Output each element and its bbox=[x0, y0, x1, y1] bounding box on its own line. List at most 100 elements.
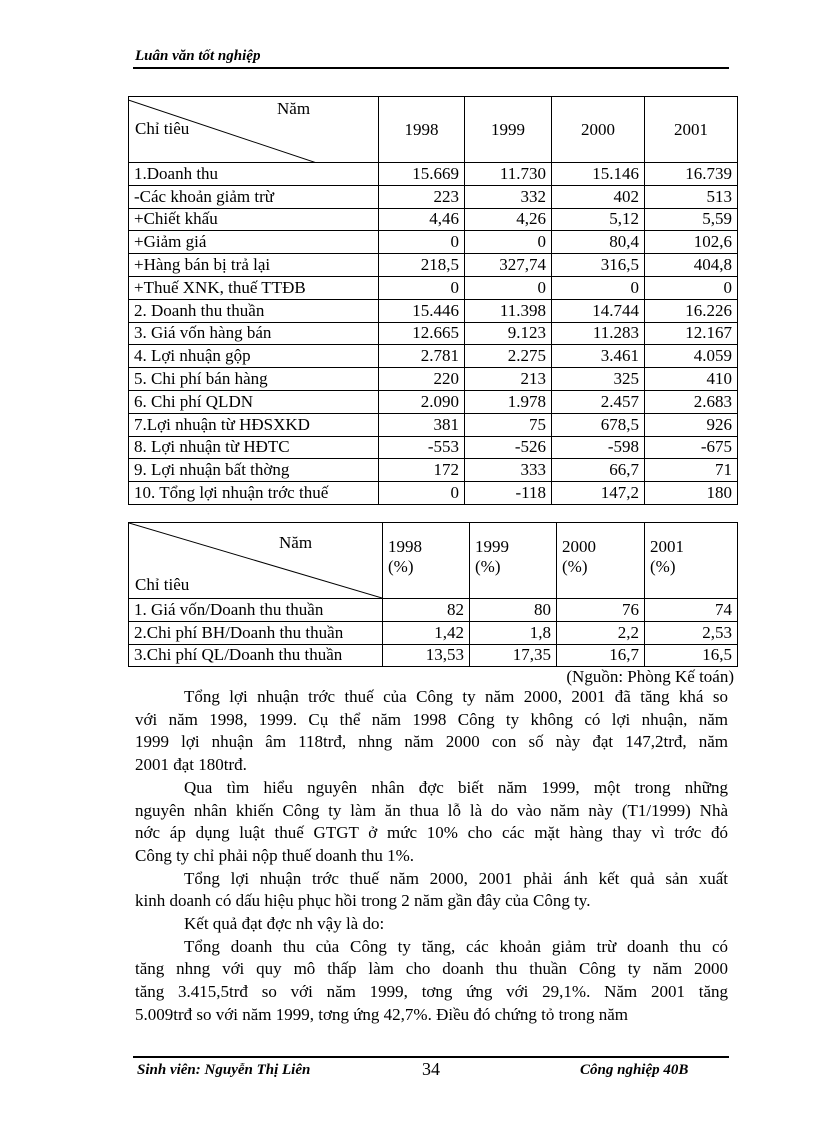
diagonal-line bbox=[129, 523, 382, 598]
cell-value: 220 bbox=[378, 367, 465, 391]
cell-value: 5,12 bbox=[551, 207, 645, 232]
table-row: 1.Doanh thu 15.669 11.730 15.146 16.739 bbox=[128, 162, 738, 186]
cell-value: 4,26 bbox=[464, 207, 552, 232]
cell-value: 172 bbox=[378, 458, 465, 483]
cell-value: 316,5 bbox=[551, 253, 645, 277]
table-row: 3. Giá vốn hàng bán 12.665 9.123 11.283 12.1… bbox=[128, 321, 738, 346]
footer-class: Công nghiệp 40B bbox=[580, 1062, 689, 1078]
cell-value: 3.461 bbox=[551, 344, 645, 369]
paragraph-line: tăng nhng với quy mô thấp làm cho doanh … bbox=[135, 959, 728, 979]
cell-value: -118 bbox=[464, 481, 552, 505]
corner-cell: Năm Chỉ tiêu bbox=[128, 96, 379, 163]
cell-value: 0 bbox=[464, 275, 552, 300]
cell-value: 0 bbox=[378, 230, 465, 255]
table-row: -Các khoản giảm trừ 223 332 402 513 bbox=[128, 184, 738, 209]
row-label: 6. Chi phí QLDN bbox=[128, 389, 379, 414]
cell-value: 678,5 bbox=[551, 412, 645, 437]
paragraph-line: Qua tìm hiểu nguyên nhân đợc biết năm 19… bbox=[184, 777, 728, 797]
table-row: 1. Giá vốn/Doanh thu thuần 82 80 76 74 bbox=[128, 598, 738, 622]
cell-value: 410 bbox=[644, 367, 738, 391]
cell-value: -553 bbox=[378, 435, 465, 460]
paragraph-line: 5.009trđ so với năm 1999, tơng ứng 42,7%… bbox=[135, 1004, 628, 1024]
cell-value: 333 bbox=[464, 458, 552, 483]
unit: (%) bbox=[475, 557, 501, 576]
cell-value: 16.226 bbox=[644, 298, 738, 323]
cell-value: 9.123 bbox=[464, 321, 552, 346]
cell-value: 11.283 bbox=[551, 321, 645, 346]
cell-value: 513 bbox=[644, 184, 738, 209]
row-label: 3.Chi phí QL/Doanh thu thuần bbox=[128, 643, 383, 668]
table-row: 8. Lợi nhuận từ HĐTC -553 -526 -598 -675 bbox=[128, 435, 738, 460]
cell-value: 76 bbox=[556, 598, 645, 622]
table-row: +Giảm giá 0 0 80,4 102,6 bbox=[128, 230, 738, 255]
cell-value: 926 bbox=[644, 412, 738, 437]
table-row: +Chiết khấu 4,46 4,26 5,12 5,59 bbox=[128, 207, 738, 232]
cell-value: 2,2 bbox=[556, 620, 645, 645]
cell-value: 15.146 bbox=[551, 162, 645, 186]
cell-value: 0 bbox=[551, 275, 645, 300]
paragraph-line: 2001 đạt 180trđ. bbox=[135, 755, 247, 775]
cell-value: 80,4 bbox=[551, 230, 645, 255]
row-label: +Chiết khấu bbox=[128, 207, 379, 232]
paragraph-line: Tổng lợi nhuận trớc thuế của Công ty năm… bbox=[184, 687, 728, 706]
year: 2001 bbox=[650, 537, 684, 556]
year-header: 2001 bbox=[644, 96, 738, 163]
cell-value: 4,46 bbox=[378, 207, 465, 232]
paragraph-line: Kết quả đạt đợc nh vậy là do: bbox=[184, 914, 385, 934]
cell-value: 75 bbox=[464, 412, 552, 437]
row-label: +Thuế XNK, thuế TTĐB bbox=[128, 275, 379, 300]
year-header: 1999 bbox=[464, 96, 552, 163]
row-label: 1. Giá vốn/Doanh thu thuần bbox=[128, 598, 383, 622]
cell-value: 327,74 bbox=[464, 253, 552, 277]
header-rule bbox=[133, 67, 729, 69]
income-table: Năm Chỉ tiêu 1998 1999 2000 2001 1.Doanh… bbox=[128, 96, 738, 505]
cell-value: 102,6 bbox=[644, 230, 738, 255]
cell-value: 16,5 bbox=[644, 643, 738, 668]
row-label: 3. Giá vốn hàng bán bbox=[128, 321, 379, 346]
row-label: 7.Lợi nhuận từ HĐSXKD bbox=[128, 412, 379, 437]
cell-value: 5,59 bbox=[644, 207, 738, 232]
cell-value: -675 bbox=[644, 435, 738, 460]
cell-value: 2,53 bbox=[644, 620, 738, 645]
cell-value: 15.446 bbox=[378, 298, 465, 323]
header-title: Luân văn tốt nghiệp bbox=[135, 48, 261, 64]
row-label: +Giảm giá bbox=[128, 230, 379, 255]
corner-year-label: Năm bbox=[279, 533, 313, 552]
corner-indicator-label: Chỉ tiêu bbox=[135, 575, 190, 594]
cell-value: 1.978 bbox=[464, 389, 552, 414]
cell-value: 16.739 bbox=[644, 162, 738, 186]
table-row: 2.Chi phí BH/Doanh thu thuần 1,42 1,8 2,2 2,… bbox=[128, 620, 738, 645]
table-row: 5. Chi phí bán hàng 220 213 325 410 bbox=[128, 367, 738, 391]
cell-value: 0 bbox=[378, 275, 465, 300]
cell-value: 80 bbox=[469, 598, 557, 622]
cell-value: 2.090 bbox=[378, 389, 465, 414]
paragraph-line: kinh doanh có dấu hiệu phục hồi trong 2 … bbox=[135, 891, 591, 911]
year: 1999 bbox=[475, 537, 509, 556]
year-header: 2000 (%) bbox=[556, 522, 645, 599]
ratio-table: Năm Chỉ tiêu 1998 (%) 1999 (%) 2000 (%) 200… bbox=[128, 522, 738, 668]
cell-value: 404,8 bbox=[644, 253, 738, 277]
cell-value: 2.457 bbox=[551, 389, 645, 414]
unit: (%) bbox=[562, 557, 588, 576]
cell-value: 332 bbox=[464, 184, 552, 209]
cell-value: 325 bbox=[551, 367, 645, 391]
cell-value: 66,7 bbox=[551, 458, 645, 483]
row-label: 1.Doanh thu bbox=[128, 162, 379, 186]
table-row: 3.Chi phí QL/Doanh thu thuần 13,53 17,35 16… bbox=[128, 643, 738, 668]
cell-value: 402 bbox=[551, 184, 645, 209]
row-label: 2.Chi phí BH/Doanh thu thuần bbox=[128, 620, 383, 645]
row-label: 2. Doanh thu thuần bbox=[128, 298, 379, 323]
page-number: 34 bbox=[422, 1059, 440, 1079]
paragraph-line: nguyên nhân khiến Công ty làm ăn thua lỗ… bbox=[135, 800, 728, 820]
cell-value: 15.669 bbox=[378, 162, 465, 186]
year-header: 2000 bbox=[551, 96, 645, 163]
year-header: 1998 bbox=[378, 96, 465, 163]
table-row: 6. Chi phí QLDN 2.090 1.978 2.457 2.683 bbox=[128, 389, 738, 414]
body-text: Tổng lợi nhuận trớc thuế của Công ty năm… bbox=[135, 686, 728, 1027]
cell-value: 2.275 bbox=[464, 344, 552, 369]
corner-cell: Năm Chỉ tiêu bbox=[128, 522, 383, 599]
row-label: 9. Lợi nhuận bất thờng bbox=[128, 458, 379, 483]
paragraph-line: với năm 1998, 1999. Cụ thể năm 1998 Công… bbox=[135, 709, 728, 729]
cell-value: 0 bbox=[378, 481, 465, 505]
row-label: -Các khoản giảm trừ bbox=[128, 184, 379, 209]
